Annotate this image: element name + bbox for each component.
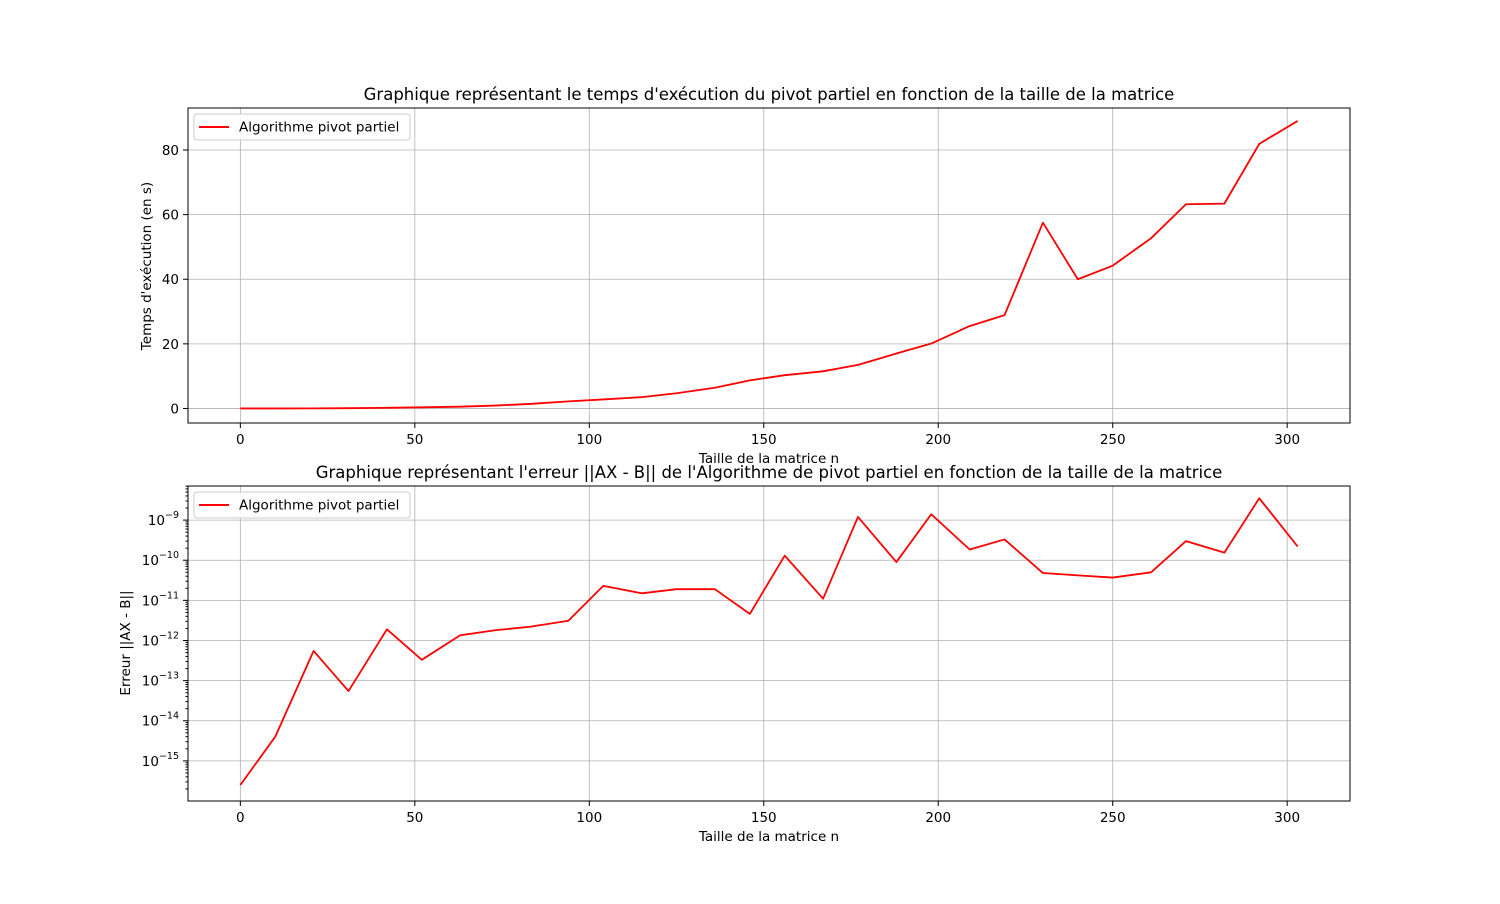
- time-plot-frame: [187, 107, 1351, 424]
- time-chart-title: Graphique représentant le temps d'exécut…: [364, 85, 1175, 104]
- error-chart: 0 50 100 150 200 250 300 10−15 10−14 10−13 10−12 10…: [118, 463, 1351, 845]
- time-y-tick-label: 60: [162, 208, 179, 224]
- error-grid: [188, 486, 1350, 801]
- time-x-tick-label: 200: [925, 432, 951, 448]
- error-y-tick-label: 10−12: [142, 630, 179, 649]
- time-ticks: 0 50 100 150 200 250 300 0 20 40 60 80: [162, 143, 1300, 448]
- time-y-tick-label: 80: [162, 143, 179, 159]
- error-x-tick-label: 300: [1274, 810, 1300, 826]
- error-series-polyline: [239, 497, 1299, 786]
- time-y-axis-label: Temps d'exécution (en s): [139, 182, 155, 351]
- error-x-tick-label: 0: [236, 810, 245, 826]
- error-legend-label: Algorithme pivot partiel: [239, 498, 399, 514]
- error-y-axis-label: Erreur ||AX - B||: [118, 590, 134, 695]
- time-legend: Algorithme pivot partiel: [193, 113, 411, 141]
- time-y-tick-label: 20: [162, 337, 179, 353]
- error-x-axis-label: Taille de la matrice n: [698, 829, 839, 845]
- time-x-tick-label: 50: [406, 432, 423, 448]
- error-x-tick-label: 150: [751, 810, 777, 826]
- error-y-tick-label: 10−14: [142, 711, 179, 730]
- time-y-tick-label: 40: [162, 272, 179, 288]
- time-legend-label: Algorithme pivot partiel: [239, 120, 399, 136]
- error-x-tick-label: 50: [406, 810, 423, 826]
- time-series-line: [240, 120, 1299, 410]
- error-legend: Algorithme pivot partiel: [193, 491, 411, 519]
- error-y-tick-label: 10−10: [142, 550, 179, 569]
- error-plot-frame: [187, 485, 1351, 802]
- time-series-polyline: [240, 120, 1299, 410]
- error-chart-title: Graphique représentant l'erreur ||AX - B…: [316, 463, 1223, 482]
- time-chart: 0 50 100 150 200 250 300 0 20 40 60 80 Graphique re…: [139, 85, 1351, 467]
- error-legend-box: [193, 491, 411, 519]
- error-y-tick-label: 10−11: [142, 590, 179, 609]
- time-x-axis-label: Taille de la matrice n: [698, 451, 839, 467]
- error-ticks: 0 50 100 150 200 250 300 10−15 10−14 10−13 10−12 10…: [142, 485, 1300, 826]
- error-y-tick-label: 10−15: [142, 751, 179, 770]
- error-x-tick-label: 100: [576, 810, 602, 826]
- error-y-tick-label: 10−9: [148, 510, 179, 529]
- error-series-line: [239, 497, 1299, 786]
- error-x-tick-label: 250: [1100, 810, 1126, 826]
- time-x-tick-label: 150: [751, 432, 777, 448]
- time-x-tick-label: 100: [576, 432, 602, 448]
- time-x-tick-label: 300: [1274, 432, 1300, 448]
- error-x-tick-label: 200: [925, 810, 951, 826]
- time-y-tick-label: 0: [170, 401, 179, 417]
- time-x-tick-label: 0: [236, 432, 245, 448]
- error-y-tick-label: 10−13: [142, 671, 179, 690]
- time-x-tick-label: 250: [1100, 432, 1126, 448]
- time-legend-box: [193, 113, 411, 141]
